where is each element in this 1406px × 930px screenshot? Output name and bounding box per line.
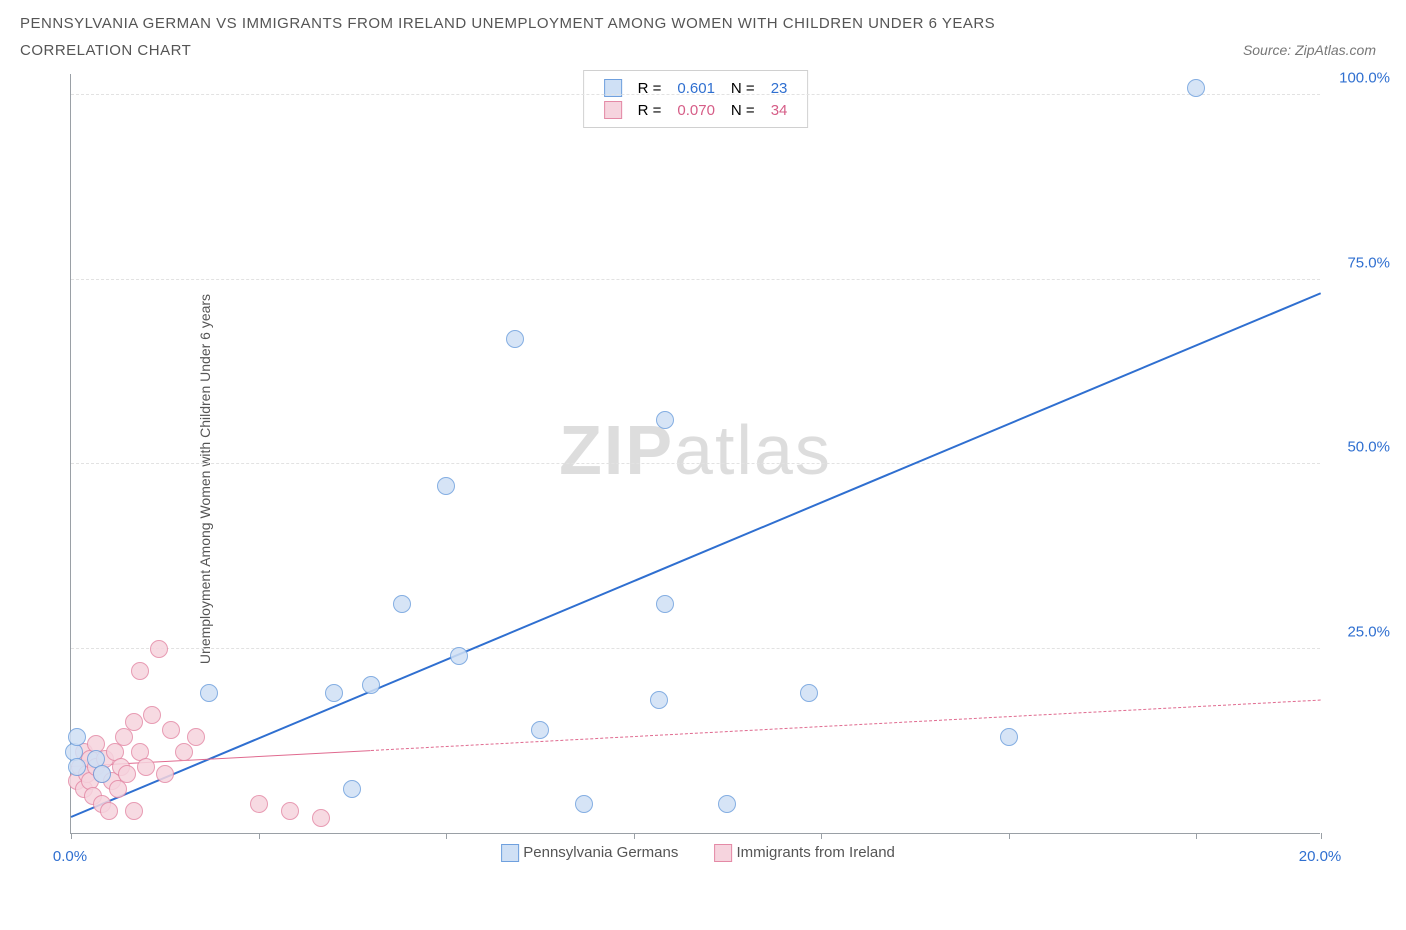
x-max-label: 20.0% [1299,848,1342,865]
data-point [93,765,111,783]
chart-area: Unemployment Among Women with Children U… [10,74,1386,884]
x-tick-mark [1321,833,1322,839]
data-point [450,647,468,665]
legend-item-2: Immigrants from Ireland [714,844,895,862]
plot-area: ZIPatlas R = 0.601 N = 23 R = 0.070 N = … [70,74,1320,834]
data-point [118,765,136,783]
title-line-1: PENNSYLVANIA GERMAN VS IMMIGRANTS FROM I… [20,10,1386,37]
x-tick-mark [821,833,822,839]
n-value-2: 34 [763,99,796,121]
swatch-series-2 [604,101,622,119]
data-point [281,802,299,820]
legend-item-1: Pennsylvania Germans [501,844,678,862]
r-label: R = [630,77,670,99]
n-label: N = [723,77,763,99]
data-point [800,684,818,702]
data-point [362,676,380,694]
data-point [250,795,268,813]
gridline [71,648,1320,649]
data-point [125,713,143,731]
stats-row-1: R = 0.601 N = 23 [596,77,796,99]
x-tick-mark [1009,833,1010,839]
data-point [175,743,193,761]
data-point [393,595,411,613]
r-label: R = [630,99,670,121]
data-point [162,721,180,739]
data-point [131,662,149,680]
x-min-label: 0.0% [53,848,87,865]
y-tick-label: 50.0% [1347,439,1390,456]
r-value-1: 0.601 [669,77,723,99]
data-point [187,728,205,746]
data-point [150,640,168,658]
title-line-2: CORRELATION CHART [20,37,1386,64]
data-point [68,728,86,746]
data-point [325,684,343,702]
data-point [312,809,330,827]
y-tick-label: 25.0% [1347,623,1390,640]
data-point [143,706,161,724]
series-legend: Pennsylvania Germans Immigrants from Ire… [483,844,913,862]
data-point [156,765,174,783]
title-area: PENNSYLVANIA GERMAN VS IMMIGRANTS FROM I… [10,10,1386,64]
data-point [343,780,361,798]
data-point [650,691,668,709]
data-point [437,477,455,495]
watermark-light: atlas [674,411,832,489]
data-point [200,684,218,702]
data-point [125,802,143,820]
y-tick-label: 75.0% [1347,254,1390,271]
gridline [71,94,1320,95]
n-value-1: 23 [763,77,796,99]
data-point [100,802,118,820]
stats-row-2: R = 0.070 N = 34 [596,99,796,121]
data-point [1187,79,1205,97]
x-tick-mark [259,833,260,839]
data-point [656,411,674,429]
x-tick-mark [446,833,447,839]
y-tick-label: 100.0% [1339,70,1390,87]
trend-line [371,699,1321,750]
x-tick-mark [1196,833,1197,839]
gridline [71,463,1320,464]
n-label: N = [723,99,763,121]
x-tick-mark [634,833,635,839]
data-point [531,721,549,739]
data-point [68,758,86,776]
stats-legend: R = 0.601 N = 23 R = 0.070 N = 34 [583,70,809,128]
watermark: ZIPatlas [559,410,832,490]
data-point [575,795,593,813]
trend-line [71,292,1322,818]
x-tick-mark [71,833,72,839]
data-point [506,330,524,348]
source-label: Source: ZipAtlas.com [1243,42,1376,58]
data-point [1000,728,1018,746]
data-point [718,795,736,813]
gridline [71,279,1320,280]
data-point [656,595,674,613]
data-point [137,758,155,776]
r-value-2: 0.070 [669,99,723,121]
